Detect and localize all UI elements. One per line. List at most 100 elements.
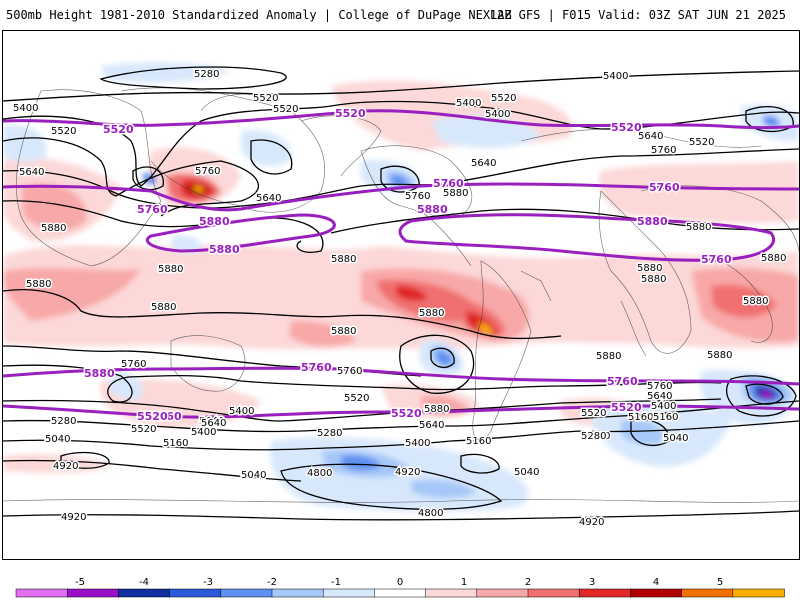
contour-label: 5880 [331, 326, 356, 337]
reference-label: 5880 [84, 367, 115, 380]
colorbar-swatch [322, 588, 376, 598]
colorbar-tick-label: 5 [717, 577, 723, 588]
contour-label: 5040 [663, 433, 688, 444]
colorbar-tick-label: 2 [525, 577, 531, 588]
contour-label: 5640 [19, 167, 44, 178]
colorbar-swatch [578, 588, 632, 598]
contour-label: 5400 [13, 103, 38, 114]
colorbar-tick-label: -1 [331, 577, 341, 588]
colorbar-swatch [169, 588, 222, 598]
colorbar-swatch [66, 588, 120, 598]
reference-labels: 5520 5520 5520 5760 5760 5880 5880 5760 … [83, 106, 734, 425]
colorbar-tick-label: -3 [203, 577, 213, 588]
contour-label: 5400 [405, 438, 430, 449]
colorbar: -5 -4 -3 -2 -1 0 1 2 3 4 5 [0, 565, 800, 600]
reference-label: 5760 [301, 361, 332, 374]
contour-label: 4800 [307, 468, 332, 479]
contour-label: 5880 [26, 279, 51, 290]
contour-label: 5400 [456, 98, 481, 109]
contour-label: 5880 [637, 263, 662, 274]
contour-label: 5640 [419, 420, 444, 431]
colorbar-swatch [220, 588, 273, 598]
colorbar-tick-label: 4 [653, 577, 659, 588]
contour-label: 4920 [395, 467, 420, 478]
reference-label: 5520 [611, 121, 642, 134]
contour-label: 4800 [418, 508, 443, 519]
contour-label: 5760 [121, 359, 146, 370]
contour-label: 5400 [485, 109, 510, 120]
contour-label: 5400 [191, 427, 216, 438]
reference-label: 5520 [335, 107, 366, 120]
contour-label: 5520 [581, 408, 606, 419]
contour-label: 5160 [628, 412, 653, 423]
reference-label: 5880 [209, 243, 240, 256]
contour-label: 5880 [419, 308, 444, 319]
colorbar-swatch [630, 588, 683, 598]
contour-label: 5880 [686, 222, 711, 233]
reference-label: 5760 [433, 177, 464, 190]
reference-label: 5760 [701, 253, 732, 266]
contour-label: 5880 [331, 254, 356, 265]
contour-label: 5640 [471, 158, 496, 169]
contour-label: 5280 [194, 69, 219, 80]
contour-label: 5880 [596, 351, 621, 362]
colorbar-swatch [425, 588, 478, 598]
contour-label: 5760 [647, 381, 672, 392]
reference-label: 5760 [649, 181, 680, 194]
colorbar-swatch [681, 588, 734, 598]
colorbar-swatch [476, 588, 529, 598]
reference-label: 5520 [391, 407, 422, 420]
contour-label: 5640 [647, 391, 672, 402]
colorbar-tick-label: 1 [461, 577, 467, 588]
contour-label: 5280 [581, 431, 606, 442]
contour-label: 5640 [638, 131, 663, 142]
colorbar-swatch [732, 588, 785, 598]
reference-label: 5760 [151, 410, 182, 423]
contour-label: 4920 [53, 461, 78, 472]
contour-label: 5520 [491, 93, 516, 104]
colorbar-tick-label: -2 [267, 577, 277, 588]
colorbar-swatch [374, 588, 427, 598]
contour-label: 5400 [229, 406, 254, 417]
colorbar-swatch [527, 588, 580, 598]
reference-contours [3, 109, 799, 419]
contour-label: 5880 [158, 264, 183, 275]
reference-label: 5880 [417, 203, 448, 216]
contour-label: 5880 [41, 223, 66, 234]
contour-label: 5520 [51, 126, 76, 137]
run-valid-time: 12Z GFS | F015 Valid: 03Z SAT JUN 21 202… [489, 8, 786, 22]
contour-label: 5880 [641, 274, 666, 285]
contour-label: 5760 [651, 145, 676, 156]
contour-label: 5760 [195, 166, 220, 177]
contour-label: 4920 [579, 517, 604, 528]
contour-label: 5160 [653, 412, 678, 423]
anomaly-map: 5280 5400 5400 5520 5520 5520 5400 5400 … [2, 30, 800, 560]
reference-label: 5760 [137, 203, 168, 216]
contour-label: 5160 [163, 438, 188, 449]
contour-label: 4920 [61, 512, 86, 523]
colorbar-tick-label: -4 [139, 577, 149, 588]
reference-label: 5880 [637, 215, 668, 228]
contour-label: 5880 [743, 296, 768, 307]
reference-label: 5760 [607, 375, 638, 388]
contour-labels: 5280 5400 5400 5520 5520 5520 5400 5400 … [12, 68, 788, 530]
contour-label: 5520 [344, 393, 369, 404]
contour-label: 5400 [585, 431, 610, 442]
reference-label: 5880 [199, 215, 230, 228]
contour-label: 5040 [514, 467, 539, 478]
map-title: 500mb Height 1981-2010 Standardized Anom… [6, 8, 512, 22]
contour-label: 5160 [466, 436, 491, 447]
colorbar-tick-label: -5 [75, 577, 85, 588]
contour-label: 5400 [603, 71, 628, 82]
contour-label: 5880 [761, 253, 786, 264]
contour-label: 5280 [317, 428, 342, 439]
contour-label: 5040 [241, 470, 266, 481]
contour-label: 5880 [424, 404, 449, 415]
colorbar-swatch [118, 588, 171, 598]
contour-label: 5520 [253, 93, 278, 104]
contour-label: 5880 [151, 302, 176, 313]
contour-label: 5880 [443, 188, 468, 199]
header: 500mb Height 1981-2010 Standardized Anom… [0, 0, 800, 28]
colorbar-tick-label: 0 [397, 577, 403, 588]
contour-label: 5880 [707, 350, 732, 361]
